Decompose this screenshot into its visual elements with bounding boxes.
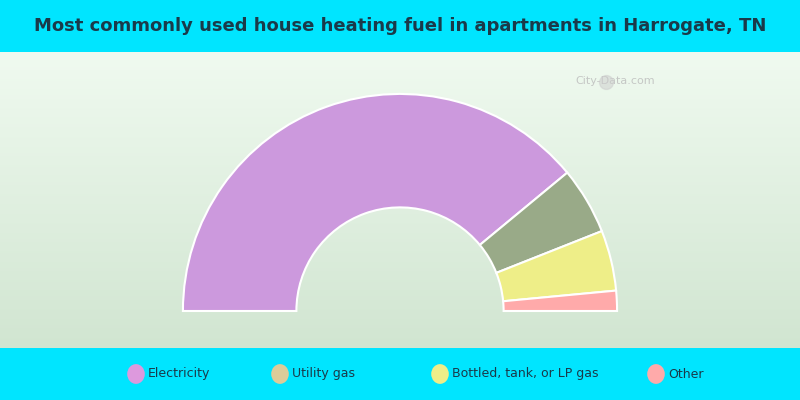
Wedge shape bbox=[480, 173, 602, 273]
Ellipse shape bbox=[127, 364, 145, 384]
Text: Other: Other bbox=[668, 368, 703, 380]
Wedge shape bbox=[496, 231, 616, 301]
Wedge shape bbox=[183, 94, 567, 311]
Wedge shape bbox=[503, 290, 617, 311]
Text: Utility gas: Utility gas bbox=[292, 368, 355, 380]
Ellipse shape bbox=[431, 364, 449, 384]
Text: City-Data.com: City-Data.com bbox=[575, 76, 655, 86]
Text: Most commonly used house heating fuel in apartments in Harrogate, TN: Most commonly used house heating fuel in… bbox=[34, 17, 766, 35]
Text: Electricity: Electricity bbox=[148, 368, 210, 380]
Ellipse shape bbox=[271, 364, 289, 384]
Ellipse shape bbox=[647, 364, 665, 384]
Text: Bottled, tank, or LP gas: Bottled, tank, or LP gas bbox=[452, 368, 598, 380]
